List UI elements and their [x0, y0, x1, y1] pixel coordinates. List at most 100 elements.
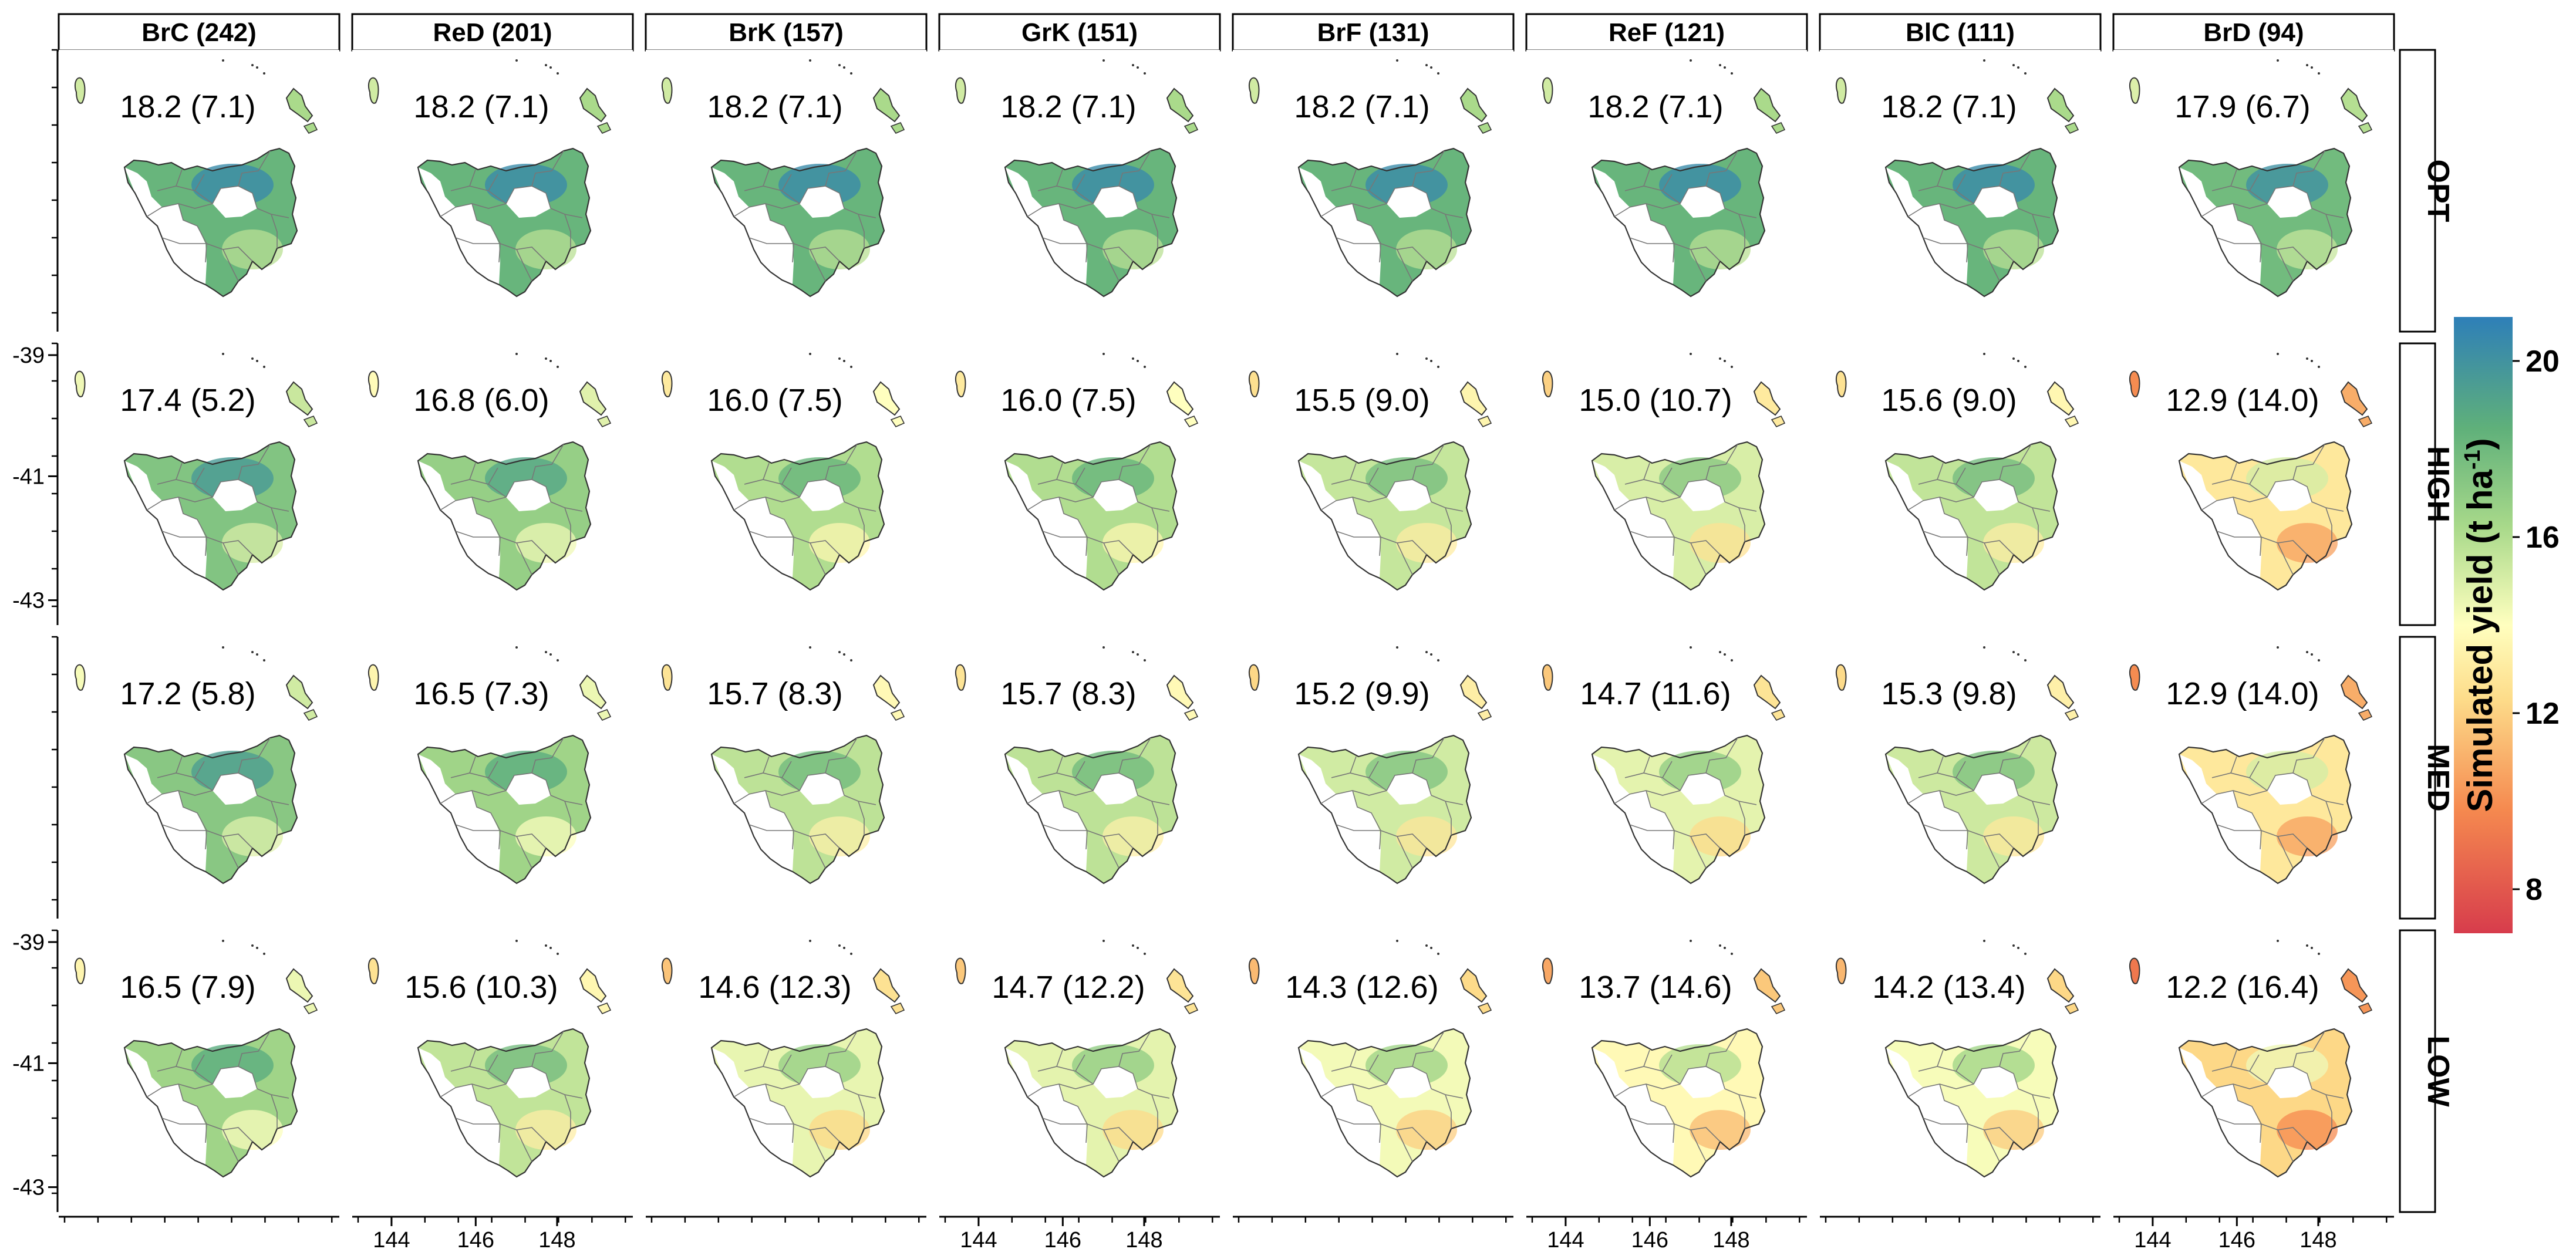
- region-boundary: [793, 1123, 840, 1142]
- region-boundary: [763, 1049, 770, 1067]
- islet: [557, 659, 559, 661]
- region-boundary: [748, 531, 794, 538]
- king-island: [955, 370, 966, 397]
- islet: [1719, 357, 1721, 360]
- yield-coldspot: [1983, 816, 2044, 856]
- islet: [2311, 66, 2313, 69]
- region-boundary: [781, 1054, 792, 1072]
- king-island: [1835, 370, 1847, 397]
- region-boundary: [1087, 536, 1134, 555]
- map-panel: 14.6 (12.3): [646, 930, 926, 1212]
- region-boundary: [1368, 467, 1379, 485]
- map-panel: 15.6 (9.0): [1820, 343, 2100, 625]
- region-boundary: [2216, 237, 2261, 244]
- column-headers: BrC (242) ReD (201) BrK (157) GrK (151) BrF …: [58, 13, 2395, 52]
- column-header-box: [351, 13, 634, 52]
- no-data-zone: [800, 480, 844, 511]
- islet: [1430, 360, 1432, 362]
- region-boundary: [178, 1084, 207, 1143]
- region-boundary: [2233, 790, 2262, 850]
- region-boundary: [1118, 150, 1151, 187]
- islet: [263, 659, 265, 661]
- king-island: [2129, 664, 2140, 691]
- region-boundary: [2216, 1118, 2261, 1125]
- islet: [1719, 944, 1721, 947]
- islet: [2024, 366, 2027, 368]
- king-island: [74, 957, 86, 984]
- region-boundary: [1103, 836, 1120, 869]
- yield-coldspot: [1983, 229, 2044, 269]
- islet: [515, 59, 518, 62]
- no-data-zone: [2267, 773, 2312, 805]
- cell-yield-label: 15.6 (9.0): [1881, 383, 2017, 418]
- cape-barren-island: [2064, 708, 2079, 721]
- no-data-zone: [800, 186, 844, 218]
- region-boundary: [1923, 531, 1968, 538]
- region-boundary: [1967, 243, 2014, 262]
- region-boundary: [161, 237, 207, 244]
- region-boundary: [1151, 214, 1158, 248]
- region-boundary: [222, 1129, 239, 1162]
- region-boundary: [765, 790, 794, 850]
- map-panel: 15.6 (10.3): [352, 930, 633, 1212]
- yield-coldspot: [1690, 229, 1751, 269]
- islet: [1425, 651, 1428, 653]
- king-island: [74, 664, 86, 691]
- king-island: [367, 957, 379, 984]
- flinders-island: [1166, 381, 1194, 416]
- region-boundary: [1368, 1054, 1379, 1072]
- region-boundary: [1397, 249, 1413, 282]
- region-boundary: [793, 536, 840, 555]
- region-boundary: [1350, 169, 1357, 187]
- x-tick-label: 148: [2299, 1228, 2336, 1253]
- king-island: [1835, 664, 1847, 691]
- region-boundary: [1412, 737, 1445, 774]
- region-boundary: [1674, 243, 1721, 262]
- region-boundary: [763, 756, 770, 774]
- region-boundary: [1918, 479, 1974, 498]
- map-panel: 16.0 (7.5): [646, 343, 926, 625]
- region-boundary: [1643, 169, 1650, 187]
- flinders-island: [2046, 674, 2075, 710]
- yield-coldspot: [809, 229, 870, 269]
- region-boundary: [1643, 463, 1650, 480]
- region-boundary: [450, 1066, 507, 1085]
- region-boundary: [1331, 185, 1387, 204]
- region-boundary: [271, 1094, 278, 1129]
- region-boundary: [1037, 772, 1094, 791]
- islet: [2017, 360, 2019, 362]
- column-header-box: [1525, 13, 1808, 52]
- islet: [222, 646, 224, 649]
- king-island: [2129, 957, 2140, 984]
- no-data-zone: [124, 1048, 207, 1165]
- map-panel: 18.2 (7.1): [1820, 50, 2100, 332]
- map-panel: 16.5 (7.3): [352, 637, 633, 919]
- islet: [1102, 59, 1105, 62]
- region-boundary: [161, 1118, 207, 1125]
- yield-coldspot: [1690, 816, 1751, 856]
- islet: [1144, 72, 1146, 75]
- islet: [843, 947, 845, 949]
- column-header-label: ReF (121): [1609, 18, 1725, 47]
- region-boundary: [1350, 1049, 1357, 1067]
- x-tick-label: 144: [2134, 1228, 2171, 1253]
- x-axis: 144 146 148: [2113, 1216, 2394, 1253]
- islet: [1724, 653, 1726, 656]
- region-boundary: [763, 463, 770, 480]
- map-panel: 12.9 (14.0): [2113, 343, 2394, 625]
- yield-coldspot: [809, 816, 870, 856]
- cell-yield-label: 16.5 (7.9): [120, 970, 255, 1005]
- region-boundary: [1151, 1094, 1158, 1129]
- region-boundary: [1075, 1054, 1085, 1072]
- flinders-island: [579, 674, 607, 710]
- king-island: [661, 370, 673, 397]
- cape-barren-island: [596, 121, 612, 134]
- no-data-zone: [1093, 1066, 1138, 1098]
- region-boundary: [1352, 203, 1381, 263]
- region-boundary: [781, 761, 792, 778]
- cell-yield-label: 16.5 (7.3): [413, 676, 549, 711]
- islet: [1144, 366, 1146, 368]
- islet: [515, 646, 518, 649]
- colorbar-tick-label: 12: [2526, 697, 2560, 731]
- region-boundary: [1103, 249, 1120, 282]
